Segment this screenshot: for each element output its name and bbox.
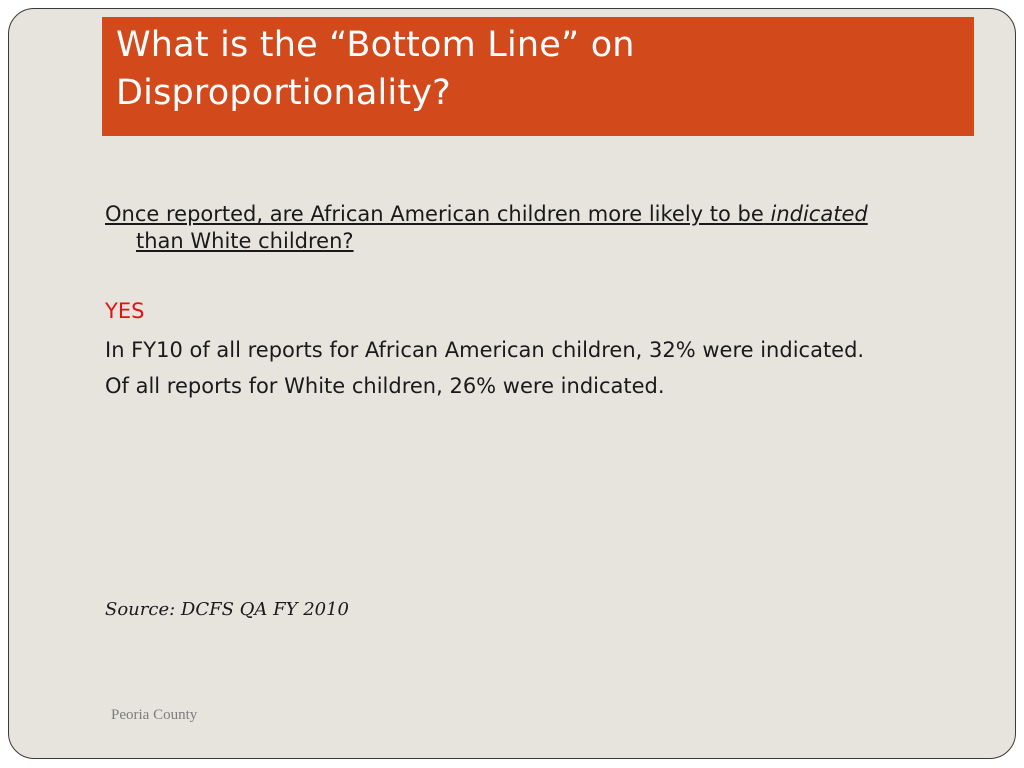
- footer-text: Peoria County: [111, 707, 198, 723]
- title-line-2: Disproportionality?: [116, 73, 451, 113]
- slide-title: What is the “Bottom Line” on Disproporti…: [116, 21, 974, 117]
- question-text: Once reported, are African American chil…: [105, 201, 885, 255]
- title-line-1: What is the “Bottom Line” on: [116, 25, 635, 65]
- title-bar: What is the “Bottom Line” on Disproporti…: [102, 17, 974, 136]
- slide-body: Once reported, are African American chil…: [105, 201, 885, 400]
- question-part-1: Once reported, are African American chil…: [105, 202, 764, 226]
- stat-african-american: In FY10 of all reports for African Ameri…: [105, 338, 865, 362]
- answer-yes: YES: [105, 299, 145, 323]
- source-citation: Source: DCFS QA FY 2010: [105, 599, 350, 620]
- question-emphasis: indicated: [770, 202, 868, 226]
- question-part-2: than White children?: [136, 229, 354, 253]
- stat-white: Of all reports for White children, 26% w…: [105, 374, 665, 398]
- slide: What is the “Bottom Line” on Disproporti…: [8, 8, 1016, 759]
